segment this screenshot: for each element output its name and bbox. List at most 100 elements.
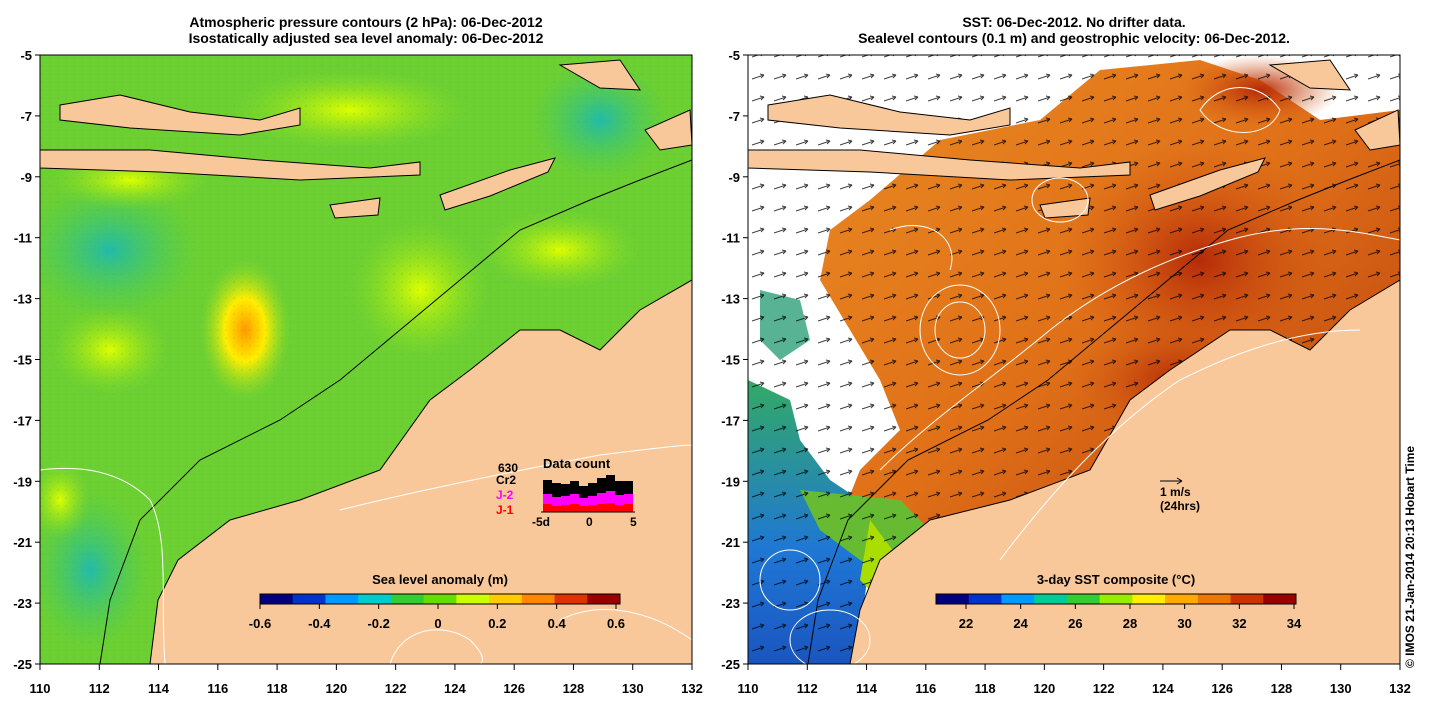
count-bar-j1 bbox=[561, 505, 570, 512]
count-bar-j2 bbox=[588, 496, 597, 505]
count-bar-j2 bbox=[579, 498, 588, 506]
colorbar-swatch bbox=[456, 594, 490, 604]
colorbar-tick-label: -0.2 bbox=[367, 616, 389, 631]
colorbar-swatch bbox=[1165, 594, 1199, 604]
count-bar-j2 bbox=[597, 493, 606, 504]
colorbar-swatch bbox=[423, 594, 457, 604]
lon-tick-label: 122 bbox=[385, 681, 407, 696]
count-bar-j1 bbox=[543, 504, 552, 512]
colorbar-tick-label: -0.6 bbox=[249, 616, 271, 631]
colorbar-swatch bbox=[1197, 594, 1232, 604]
lon-tick-label: 126 bbox=[503, 681, 525, 696]
sst-colorbar-ticks: 22 24 26 28 30 32 34 bbox=[959, 604, 1302, 631]
right-map-axes: -5 -7 -9 -11 -13 -15 -17 -19 -21 -23 -25 110 112 114 1… bbox=[721, 48, 1411, 696]
sla-colorbar-ticks: -0.6 -0.4 -0.2 0 0.2 0.4 0.6 bbox=[249, 604, 625, 631]
data-count-inset: Data count 630 Cr2 J-2 J-1 -5d 0 5 bbox=[496, 456, 637, 529]
data-count-label-630: 630 bbox=[498, 461, 518, 475]
sla-colorbar: Sea level anomaly (m) -0.6 -0.4 -0.2 0 0.2 0.… bbox=[249, 572, 625, 631]
data-count-title: Data count bbox=[543, 456, 611, 471]
data-count-tick-zero: 0 bbox=[586, 515, 593, 529]
lat-tick-label: -9 bbox=[20, 170, 32, 185]
lat-tick-label: -7 bbox=[20, 109, 32, 124]
right-panel-title: SST: 06-Dec-2012. No drifter data. Seale… bbox=[748, 14, 1400, 46]
colorbar-swatch bbox=[1132, 594, 1166, 604]
colorbar-swatch bbox=[489, 594, 523, 604]
lat-tick-label: -19 bbox=[13, 474, 32, 489]
lon-tick-label: 130 bbox=[1330, 681, 1352, 696]
colorbar-swatch bbox=[1099, 594, 1133, 604]
lon-tick-label: 130 bbox=[622, 681, 644, 696]
lat-tick-label: -15 bbox=[13, 353, 32, 368]
count-bar-j2 bbox=[615, 495, 624, 505]
lon-tick-label: 124 bbox=[1152, 681, 1174, 696]
lon-tick-label: 114 bbox=[148, 681, 170, 696]
count-bar-cr2 bbox=[615, 481, 624, 495]
count-bar-j1 bbox=[624, 504, 633, 512]
lon-tick-label: 116 bbox=[207, 681, 228, 696]
colorbar-swatch bbox=[325, 594, 359, 604]
count-bar-cr2 bbox=[606, 475, 615, 491]
left-panel-title: Atmospheric pressure contours (2 hPa): 0… bbox=[40, 14, 692, 46]
colorbar-tick-label: 22 bbox=[959, 616, 973, 631]
sst-colorbar: 3-day SST composite (°C) 22 24 26 28 30 32 34 bbox=[935, 572, 1302, 631]
lat-tick-label: -23 bbox=[721, 596, 740, 611]
colorbar-swatch bbox=[390, 594, 425, 604]
count-bar-cr2 bbox=[561, 484, 570, 496]
sla-colorbar-ramp bbox=[260, 594, 621, 604]
colorbar-tick-label: -0.4 bbox=[308, 616, 331, 631]
colorbar-tick-label: 26 bbox=[1068, 616, 1082, 631]
count-bar-j1 bbox=[579, 506, 588, 512]
lat-tick-label: -11 bbox=[722, 231, 740, 246]
colorbar-swatch bbox=[292, 594, 326, 604]
count-bar-j2 bbox=[552, 497, 561, 506]
lat-tick-label: -13 bbox=[13, 292, 32, 307]
count-bar-j1 bbox=[606, 503, 615, 512]
colorbar-swatch bbox=[587, 594, 621, 604]
lon-tick-label: 120 bbox=[326, 681, 348, 696]
lon-tick-label: 132 bbox=[681, 681, 703, 696]
lon-tick-label: 112 bbox=[89, 681, 110, 696]
lat-tick-label: -15 bbox=[721, 353, 740, 368]
colorbar-tick-label: 32 bbox=[1232, 616, 1246, 631]
colorbar-swatch bbox=[968, 594, 1002, 604]
lat-tick-label: -23 bbox=[13, 596, 32, 611]
imos-credit: © IMOS 21-Jan-2014 20:13 Hobart Time bbox=[1403, 445, 1417, 668]
lon-tick-label: 132 bbox=[1389, 681, 1411, 696]
count-bar-j2 bbox=[543, 494, 552, 504]
sst-colorbar-frame bbox=[935, 593, 1297, 605]
count-bar-cr2 bbox=[579, 486, 588, 498]
lat-tick-label: -21 bbox=[13, 535, 32, 550]
velocity-scale: 1 m/s (24hrs) bbox=[1160, 477, 1200, 513]
right-title-line2: Sealevel contours (0.1 m) and geostrophi… bbox=[858, 30, 1290, 46]
lon-tick-label: 126 bbox=[1211, 681, 1233, 696]
lon-tick-label: 116 bbox=[915, 681, 936, 696]
colorbar-swatch bbox=[1034, 594, 1068, 604]
colorbar-tick-label: 0.4 bbox=[548, 616, 567, 631]
lat-tick-label: -9 bbox=[728, 170, 740, 185]
lon-tick-label: 110 bbox=[30, 681, 51, 696]
count-bar-cr2 bbox=[552, 483, 561, 497]
lon-tick-label: 124 bbox=[444, 681, 466, 696]
lat-tick-label: -13 bbox=[721, 292, 740, 307]
sla-colorbar-frame bbox=[259, 593, 621, 605]
colorbar-swatch bbox=[1001, 594, 1035, 604]
colorbar-tick-label: 28 bbox=[1123, 616, 1137, 631]
count-bar-cr2 bbox=[588, 483, 597, 496]
data-count-tick-start: -5d bbox=[532, 515, 550, 529]
lat-tick-label: -25 bbox=[721, 657, 740, 672]
lon-tick-label: 120 bbox=[1034, 681, 1056, 696]
data-count-label-j2: J-2 bbox=[496, 488, 514, 502]
count-bar-j1 bbox=[588, 505, 597, 512]
lat-tick-label: -5 bbox=[20, 48, 32, 63]
colorbar-tick-label: 0.6 bbox=[607, 616, 625, 631]
left-map-axes: -5 -7 -9 -11 -13 -15 -17 -19 -21 -23 -25 110 112 114 1… bbox=[13, 48, 703, 696]
lat-tick-label: -17 bbox=[721, 413, 740, 428]
count-bar-j1 bbox=[570, 504, 579, 512]
data-count-bars bbox=[543, 475, 633, 512]
lat-tick-label: -21 bbox=[721, 535, 740, 550]
lat-tick-label: -19 bbox=[721, 474, 740, 489]
data-count-label-j1: J-1 bbox=[496, 503, 514, 517]
count-bar-cr2 bbox=[543, 480, 552, 494]
count-bar-cr2 bbox=[597, 478, 606, 493]
